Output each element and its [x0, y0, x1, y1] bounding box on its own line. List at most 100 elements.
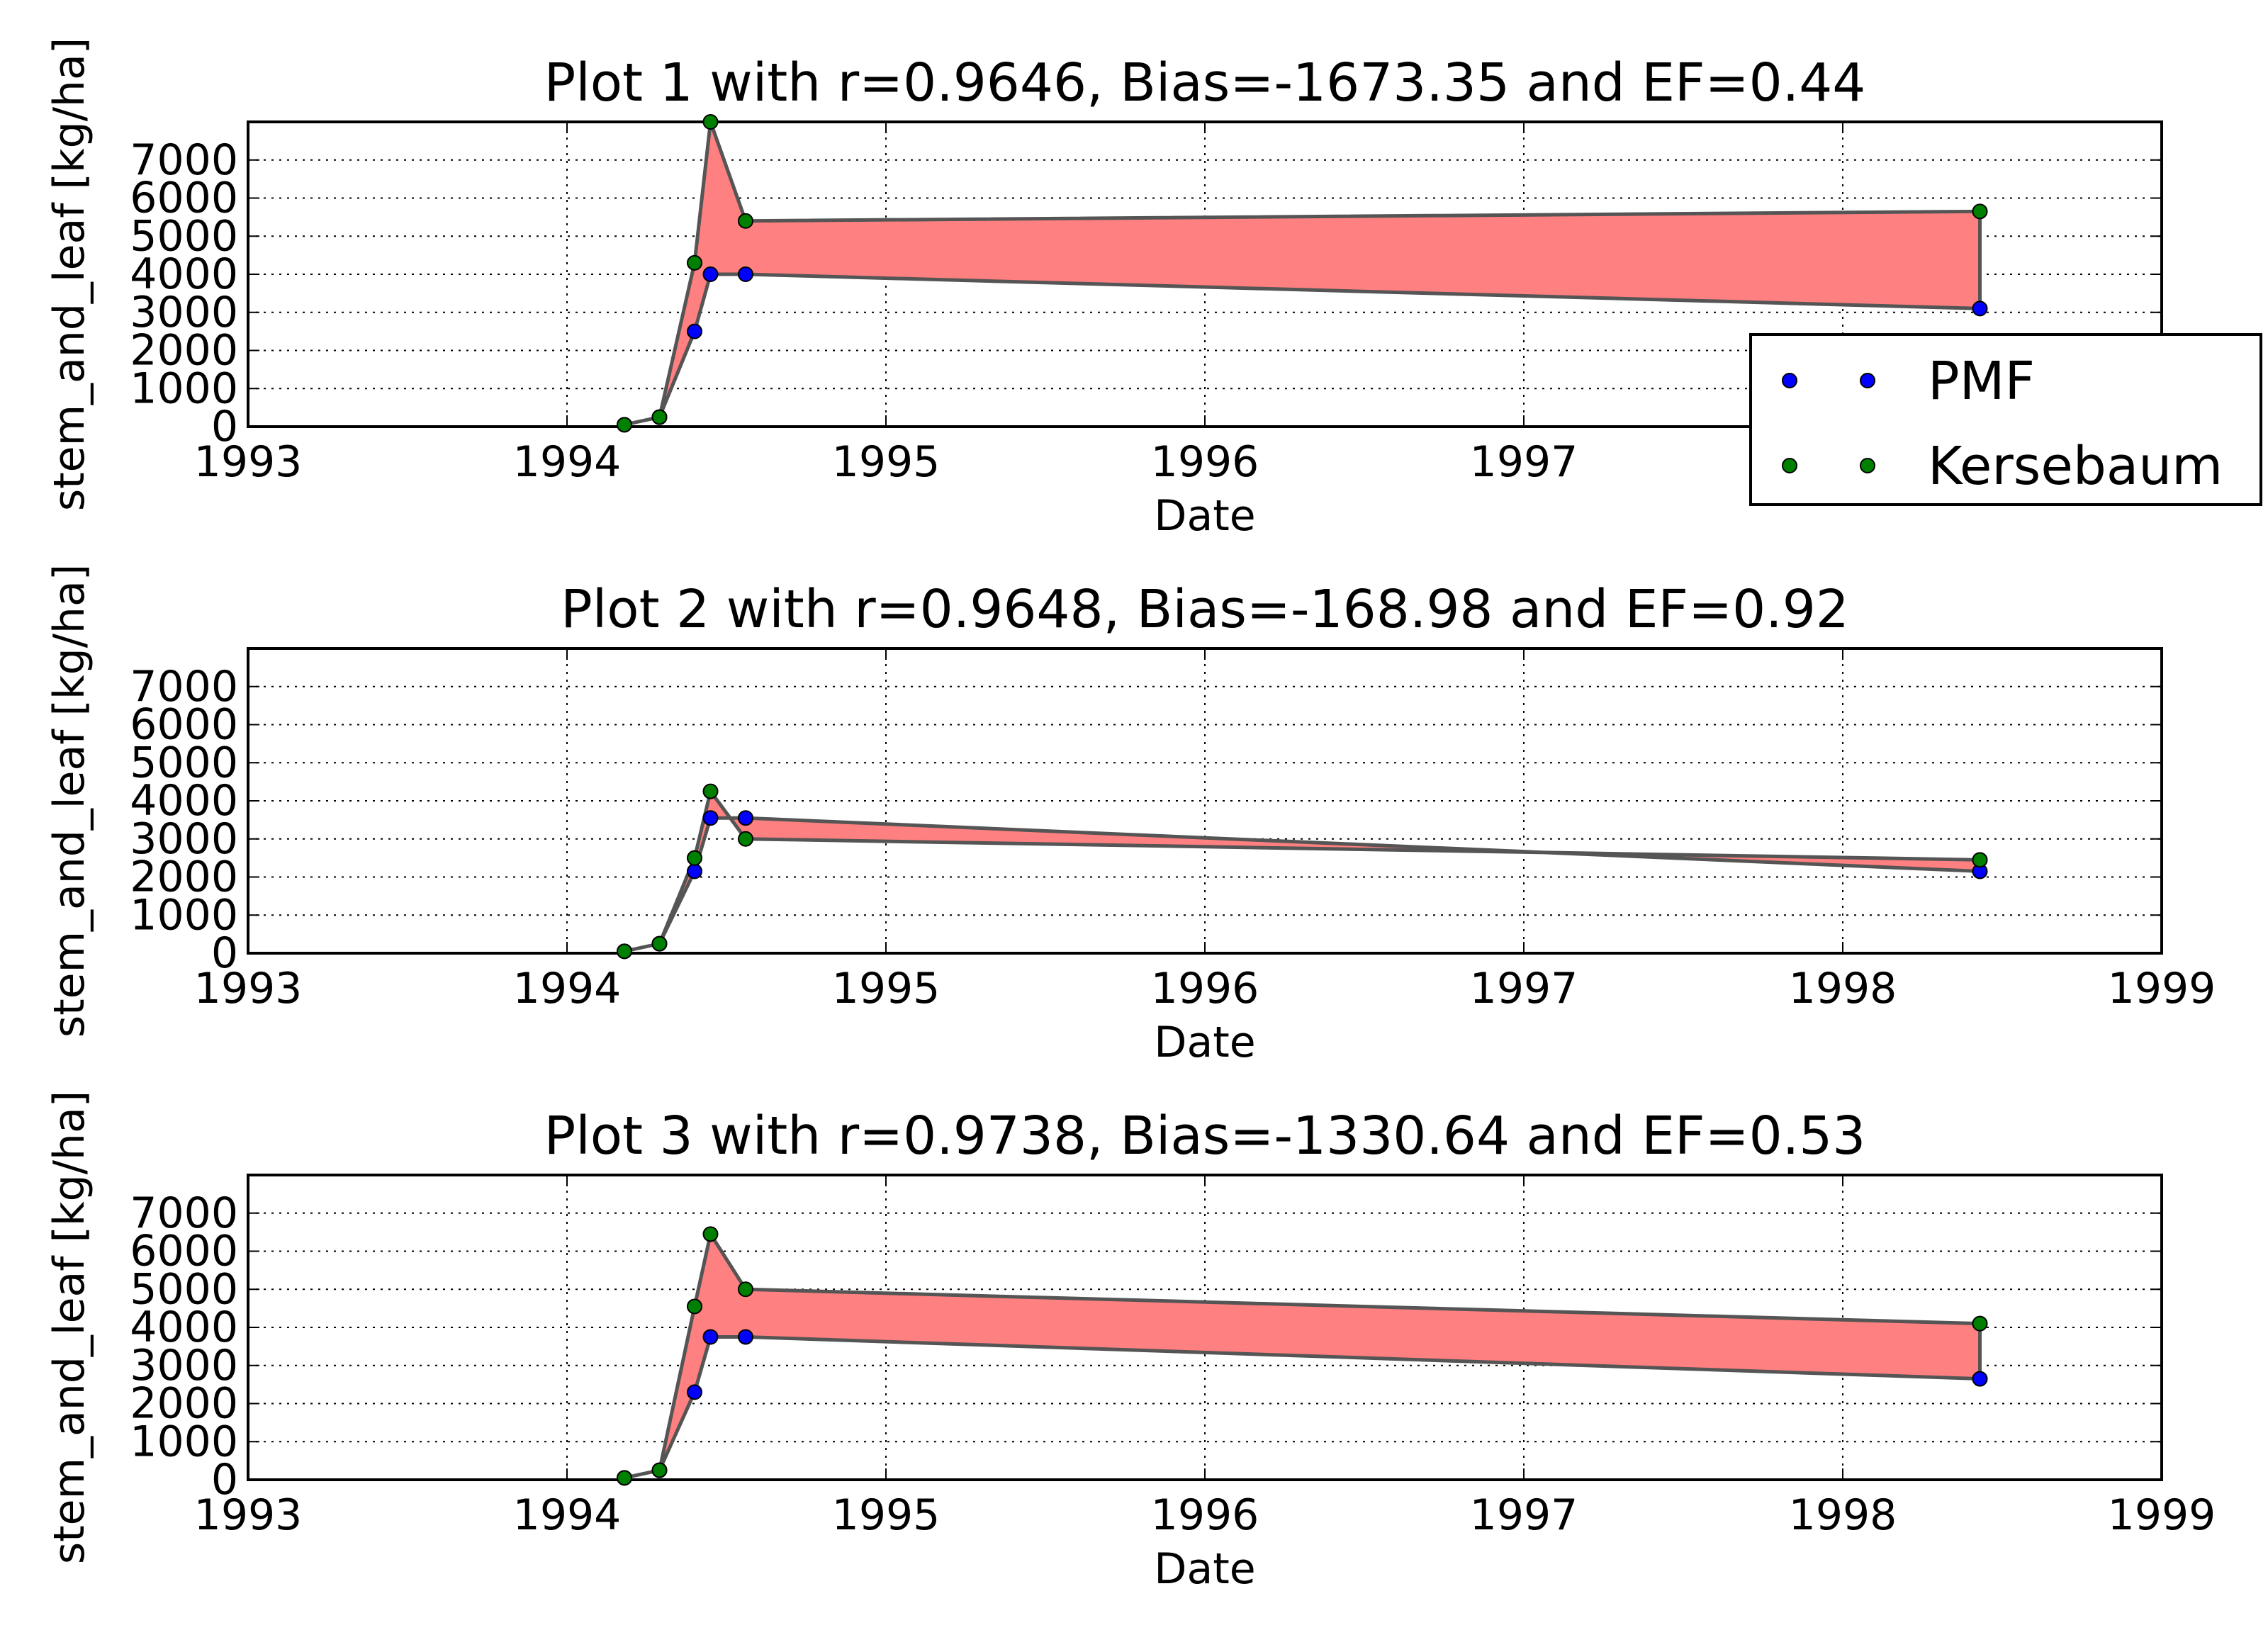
x-tick-label: 1999 [2108, 1490, 2216, 1540]
x-axis-label: Date [1154, 1018, 1255, 1067]
data-point-pmf [738, 810, 753, 826]
x-tick-label: 1997 [1470, 1490, 1578, 1540]
data-point-kersebaum [651, 935, 668, 952]
x-tick-label: 1993 [194, 964, 303, 1013]
y-tick-label: 3000 [130, 814, 238, 864]
y-tick-label: 6000 [130, 1227, 238, 1276]
legend-box [1749, 333, 2262, 506]
x-tick-label: 1994 [513, 1490, 622, 1540]
y-tick-label: 5000 [130, 738, 238, 787]
x-tick-label: 1997 [1470, 437, 1578, 487]
data-point-pmf [738, 266, 753, 282]
y-tick-label: 2000 [130, 1379, 238, 1429]
y-tick-label: 1000 [130, 890, 238, 940]
data-point-pmf [702, 266, 719, 282]
x-tick-label: 1995 [832, 437, 941, 487]
data-point-kersebaum [702, 114, 719, 130]
data-point-kersebaum [651, 409, 668, 425]
legend-label: PMF [1928, 351, 2035, 412]
y-tick-label: 7000 [130, 1188, 238, 1238]
y-tick-label: 1000 [130, 364, 238, 413]
series-kersebaum [617, 783, 1988, 960]
x-tick-label: 1998 [1789, 1490, 1897, 1540]
y-tick-label: 4000 [130, 1303, 238, 1352]
x-tick-label: 1995 [832, 1490, 941, 1540]
y-tick-label: 4000 [130, 776, 238, 826]
data-point-kersebaum [1972, 1315, 1988, 1332]
y-tick-label: 2000 [130, 326, 238, 376]
plot-panel-2: 1993 1994 1995 1996 1997 1998 1999 010002000300… [45, 564, 2216, 1067]
x-axis-label: Date [1154, 1544, 1255, 1594]
y-tick-label: 0 [211, 928, 238, 978]
chart-title: Plot 1 with r=0.9646, Bias=-1673.35 and … [544, 52, 1866, 113]
legend-marker [1860, 458, 1875, 473]
axes-frame [247, 1174, 2163, 1481]
series-kersebaum [617, 114, 1988, 433]
x-tick-label: 1997 [1470, 964, 1578, 1013]
x-tick-label: 1996 [1151, 437, 1259, 487]
y-tick-label: 5000 [130, 1264, 238, 1314]
data-point-kersebaum [617, 943, 632, 960]
y-axis-label: stem_and_leaf [kg/ha] [45, 1091, 94, 1564]
y-tick-label: 5000 [130, 211, 238, 261]
chart-title: Plot 3 with r=0.9738, Bias=-1330.64 and … [544, 1106, 1866, 1167]
x-tick-label: 1996 [1151, 964, 1259, 1013]
y-tick-label: 7000 [130, 662, 238, 712]
y-tick-label: 7000 [130, 135, 238, 185]
x-tick-label: 1996 [1151, 1490, 1259, 1540]
series-kersebaum [617, 1226, 1988, 1486]
data-point-kersebaum [1972, 203, 1988, 220]
data-point-pmf [702, 1329, 719, 1345]
x-tick-label: 1994 [513, 437, 622, 487]
y-tick-label: 3000 [130, 288, 238, 337]
legend-marker [1860, 373, 1875, 388]
data-point-kersebaum [687, 1298, 702, 1315]
x-tick-label: 1993 [194, 1490, 303, 1540]
plot-panel-3: 1993 1994 1995 1996 1997 1998 1999 010002000300… [45, 1091, 2216, 1594]
data-point-kersebaum [738, 1281, 753, 1298]
plot-area [248, 648, 2162, 953]
data-point-kersebaum [702, 783, 719, 799]
data-point-pmf [1972, 1371, 1988, 1387]
data-point-pmf [702, 810, 719, 826]
data-point-kersebaum [738, 213, 753, 229]
y-tick-label: 1000 [130, 1417, 238, 1466]
data-point-kersebaum [617, 417, 632, 433]
x-tick-label: 1998 [1789, 964, 1897, 1013]
data-point-pmf [1972, 300, 1988, 317]
x-tick-label: 1999 [2108, 964, 2216, 1013]
y-tick-label: 6000 [130, 174, 238, 223]
fill-between-area [622, 120, 1982, 427]
data-point-kersebaum [617, 1470, 632, 1486]
fill-between-area [622, 1232, 1982, 1480]
data-point-kersebaum [687, 850, 702, 866]
data-point-pmf [687, 863, 702, 879]
data-point-pmf [687, 1384, 702, 1400]
y-tick-label: 6000 [130, 700, 238, 750]
y-axis-label: stem_and_leaf [kg/ha] [45, 38, 94, 511]
data-point-kersebaum [702, 1226, 719, 1242]
data-point-kersebaum [738, 831, 753, 847]
x-tick-label: 1993 [194, 437, 303, 487]
legend-label: Kersebaum [1928, 436, 2223, 497]
chart-title: Plot 2 with r=0.9648, Bias=-168.98 and E… [561, 579, 1849, 640]
data-point-kersebaum [687, 254, 702, 271]
x-axis-label: Date [1154, 491, 1255, 541]
axes-frame [247, 647, 2163, 955]
legend: PMF Kersebaum [1749, 333, 2262, 506]
plot-panel-1: 1993 1994 1995 1996 1997 01000200030004000500… [45, 38, 2262, 541]
axes-frame [247, 120, 2163, 428]
data-point-kersebaum [1972, 852, 1988, 868]
legend-marker [1782, 373, 1797, 388]
y-tick-label: 3000 [130, 1341, 238, 1390]
y-tick-label: 0 [211, 402, 238, 451]
y-tick-label: 4000 [130, 249, 238, 299]
data-point-pmf [738, 1329, 753, 1345]
y-axis-label: stem_and_leaf [kg/ha] [45, 564, 94, 1038]
y-tick-label: 0 [211, 1455, 238, 1505]
data-point-kersebaum [651, 1462, 668, 1478]
legend-marker [1782, 458, 1797, 473]
x-tick-label: 1994 [513, 964, 622, 1013]
y-tick-label: 2000 [130, 853, 238, 902]
